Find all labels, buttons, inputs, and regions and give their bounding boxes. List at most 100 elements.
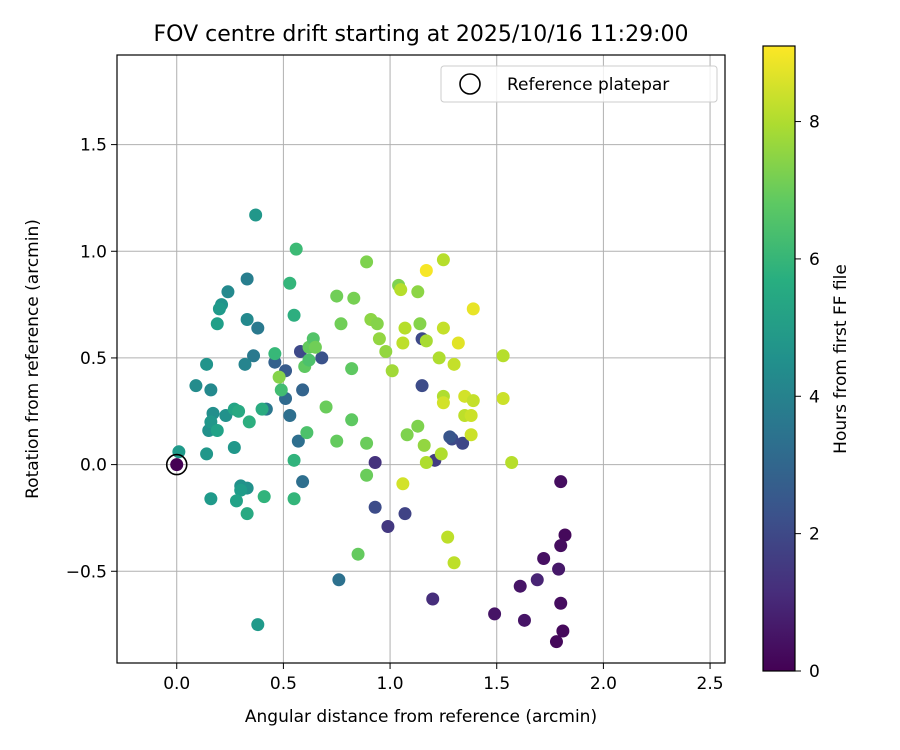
data-point <box>385 364 399 378</box>
data-point <box>283 409 297 423</box>
data-point <box>443 430 457 444</box>
grid-lines <box>117 55 725 663</box>
data-point <box>517 613 531 627</box>
data-point <box>447 357 461 371</box>
data-point <box>436 253 450 267</box>
data-point <box>396 477 410 491</box>
data-point <box>232 404 246 418</box>
data-point <box>287 492 301 506</box>
data-point <box>170 458 184 472</box>
data-point <box>419 263 433 277</box>
data-point <box>249 208 263 222</box>
data-point <box>319 400 333 414</box>
data-point <box>360 468 374 482</box>
data-point <box>426 592 440 606</box>
data-point <box>464 428 478 442</box>
data-point <box>554 475 568 489</box>
colorbar-tick-label: 4 <box>809 387 820 407</box>
data-point <box>238 357 252 371</box>
data-point <box>289 242 303 256</box>
y-tick-label: 0.5 <box>80 349 107 369</box>
data-point <box>360 255 374 269</box>
chart-title: FOV centre drift starting at 2025/10/16 … <box>154 22 689 47</box>
data-point <box>447 556 461 570</box>
colorbar: 0 2 4 6 8 Hours from first FF file <box>762 45 851 682</box>
data-point <box>496 391 510 405</box>
data-point <box>379 345 393 359</box>
data-point <box>513 579 527 593</box>
data-point <box>345 362 359 376</box>
data-point <box>274 383 288 397</box>
data-point <box>432 351 446 365</box>
data-point <box>554 539 568 553</box>
y-tick-label: 0.0 <box>80 456 107 476</box>
y-tick-label: 1.5 <box>80 136 107 156</box>
data-point <box>287 453 301 467</box>
data-point <box>537 551 551 565</box>
data-point <box>240 272 254 286</box>
data-point <box>413 317 427 331</box>
data-point <box>554 596 568 610</box>
x-tick-label: 0.0 <box>163 674 190 694</box>
data-point <box>242 415 256 429</box>
x-tick-label: 0.5 <box>270 674 297 694</box>
legend: Reference platepar <box>440 65 718 103</box>
data-point <box>291 434 305 448</box>
data-point <box>332 573 346 587</box>
data-point <box>464 409 478 423</box>
data-point <box>549 635 563 649</box>
data-point <box>396 336 410 350</box>
plot-area <box>117 55 725 663</box>
data-point <box>558 528 572 542</box>
data-point <box>257 490 271 504</box>
data-point <box>227 441 241 455</box>
data-point <box>436 321 450 335</box>
data-point <box>368 455 382 469</box>
data-point <box>189 379 203 393</box>
data-point <box>360 436 374 450</box>
data-point <box>351 547 365 561</box>
data-point <box>302 353 316 367</box>
data-point <box>398 507 412 521</box>
data-point <box>381 519 395 533</box>
x-tick-label: 2.0 <box>590 674 617 694</box>
data-point <box>268 347 282 361</box>
data-point <box>255 402 269 416</box>
data-point <box>530 573 544 587</box>
data-point <box>368 500 382 514</box>
data-point <box>200 447 214 461</box>
colorbar-ticks: 0 2 4 6 8 <box>795 113 820 682</box>
y-tick-label: 1.0 <box>80 242 107 262</box>
data-point <box>417 438 431 452</box>
colorbar-label: Hours from first FF file <box>831 264 851 454</box>
x-tick-label: 1.5 <box>483 674 510 694</box>
data-point <box>330 289 344 303</box>
data-point <box>300 426 314 440</box>
data-point <box>315 351 329 365</box>
data-point <box>247 349 261 363</box>
colorbar-tick-label: 8 <box>809 113 820 133</box>
data-point <box>210 317 224 331</box>
colorbar-tick-label: 2 <box>809 525 820 545</box>
data-point <box>441 530 455 544</box>
data-point <box>287 308 301 322</box>
data-point <box>552 562 566 576</box>
data-point <box>415 379 429 393</box>
data-point <box>210 423 224 437</box>
legend-box <box>440 65 718 103</box>
data-point <box>400 428 414 442</box>
data-points <box>170 208 572 649</box>
data-point <box>411 285 425 299</box>
data-point <box>251 618 265 632</box>
data-point <box>394 283 408 297</box>
colorbar-tick-label: 0 <box>809 662 820 682</box>
data-point <box>436 396 450 410</box>
data-point <box>283 276 297 290</box>
colorbar-gradient <box>762 45 796 672</box>
data-point <box>347 291 361 305</box>
data-point <box>505 455 519 469</box>
data-point <box>204 492 218 506</box>
data-point <box>200 357 214 371</box>
data-point <box>204 383 218 397</box>
y-axis-label: Rotation from reference (arcmin) <box>23 219 43 499</box>
